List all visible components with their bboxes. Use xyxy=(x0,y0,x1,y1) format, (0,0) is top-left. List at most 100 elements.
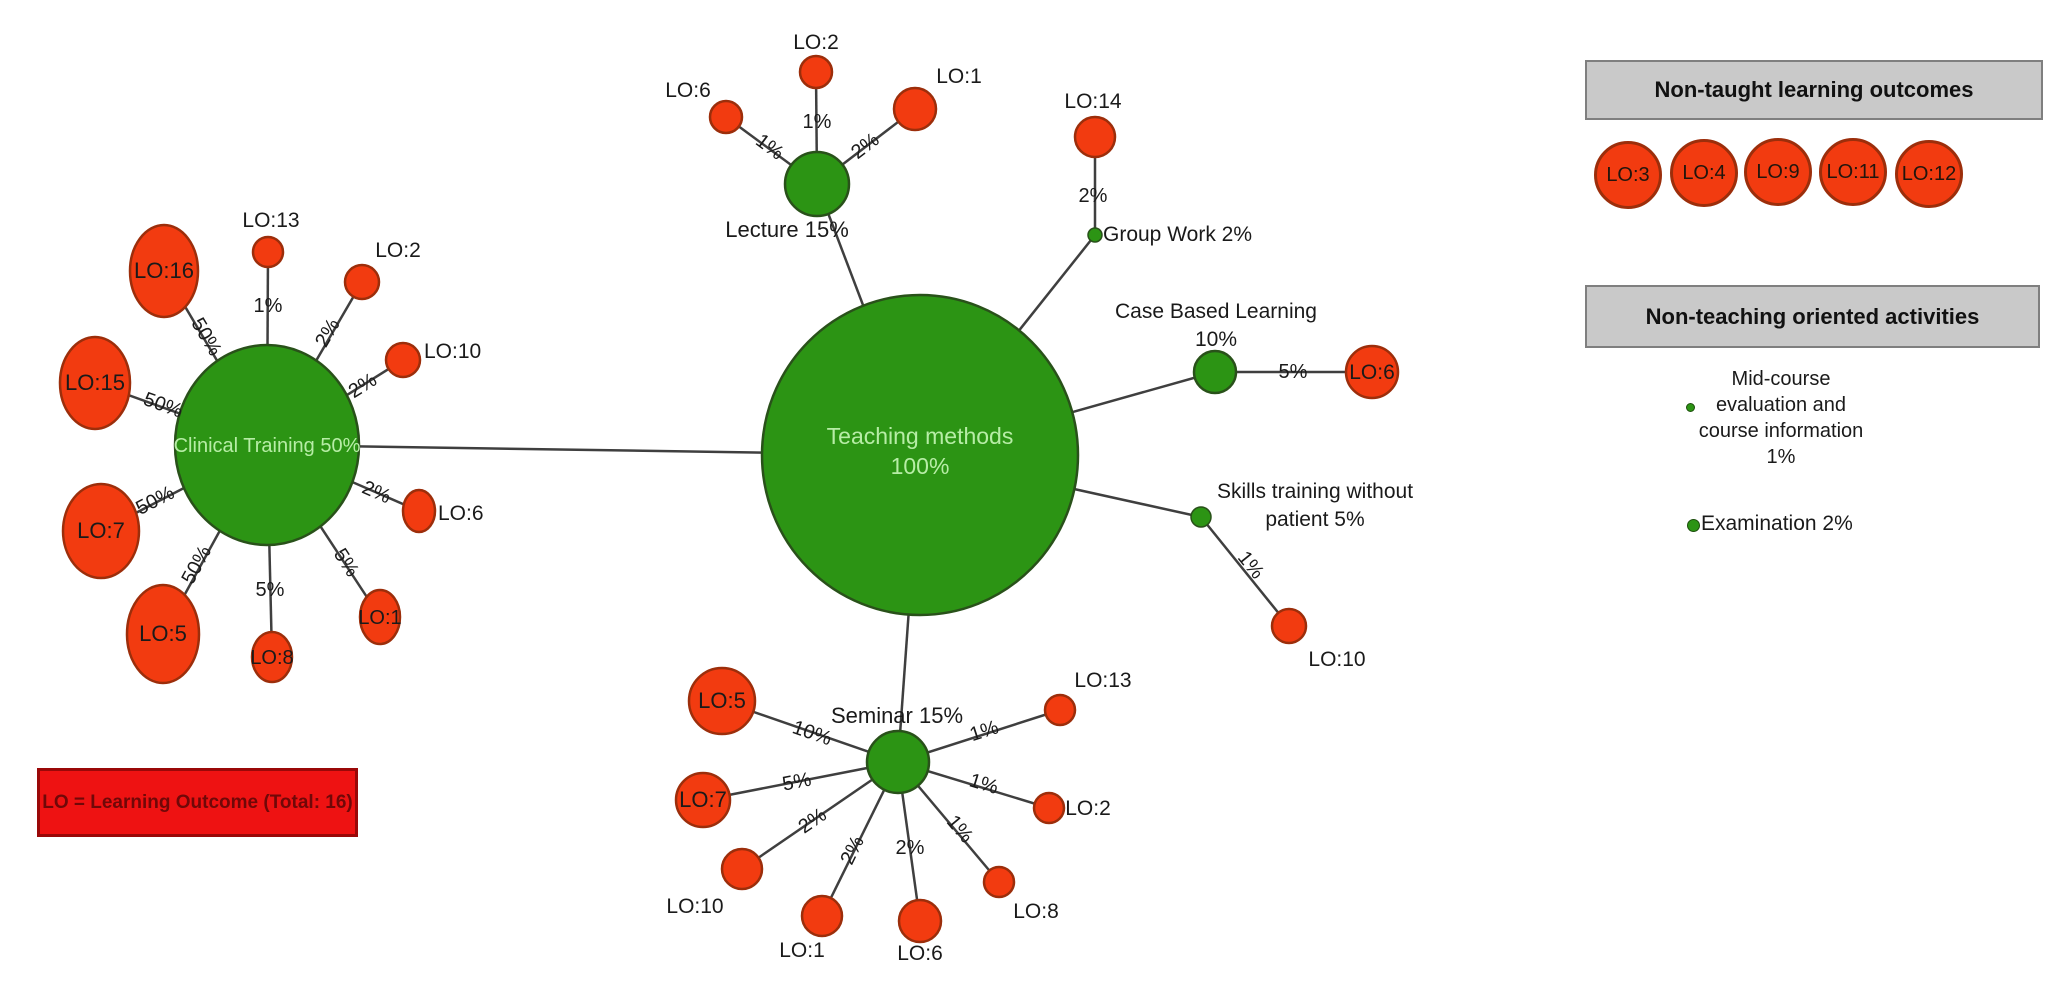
lecture-lo2-edge-label: 1% xyxy=(803,111,832,133)
lo-3-label: LO:3 xyxy=(1606,163,1650,186)
non-taught-header: Non-taught learning outcomes xyxy=(1585,60,2043,120)
seminar-lo8-edge-label: 1% xyxy=(942,811,978,847)
sem-lo10-label: LO:10 xyxy=(666,895,723,918)
sem-lo1-node xyxy=(800,894,844,938)
sem-lo5-label: LO:5 xyxy=(698,688,746,713)
mid-course-dot xyxy=(1686,403,1695,412)
lec-lo1-label: LO:1 xyxy=(936,65,982,88)
seminar-lo1-edge-label: 2% xyxy=(836,832,869,868)
clinical-training-node xyxy=(173,343,361,547)
ct-lo15-node xyxy=(58,335,132,431)
clinical-lo10-edge-label: 2% xyxy=(345,369,381,403)
ct-lo5-label: LO:5 xyxy=(139,621,187,646)
lec-lo6-label: LO:6 xyxy=(665,79,711,102)
mid-course-label: Mid-course evaluation and course informa… xyxy=(1661,366,1901,470)
clinical-lo13-edge-label: 1% xyxy=(254,295,283,317)
sem-lo10-node xyxy=(720,847,764,891)
lecture-lo1-edge-label: 2% xyxy=(847,129,883,164)
gw-lo14-node xyxy=(1073,115,1117,159)
legend-box: LO = Learning Outcome (Total: 16) xyxy=(37,768,358,837)
examination-dot xyxy=(1687,519,1700,532)
ct-lo16-node xyxy=(128,223,200,319)
sem-lo2-label: LO:2 xyxy=(1065,797,1111,820)
lec-lo6-node xyxy=(708,99,744,135)
sem-lo13-label: LO:13 xyxy=(1074,669,1131,692)
seminar-lo5-edge-label: 10% xyxy=(789,716,834,750)
clinical-lo16-edge-label: 50% xyxy=(187,314,226,360)
lo-12-label: LO:12 xyxy=(1901,162,1957,185)
cbl-lo6-label: LO:6 xyxy=(1349,361,1395,384)
groupwork-lo14-edge-label: 2% xyxy=(1079,185,1108,207)
seminar-lo2-edge-label: 1% xyxy=(967,770,1001,800)
mid-course-line-2: evaluation and xyxy=(1715,394,1847,416)
ct-lo1-node xyxy=(358,588,402,646)
clinical-lo15-edge-label: 50% xyxy=(140,388,185,422)
lo-9-label: LO:9 xyxy=(1756,160,1800,183)
sem-lo13-node xyxy=(1043,693,1077,727)
mid-course-line-1: Mid-course xyxy=(1731,368,1831,390)
sem-lo7-node xyxy=(674,771,732,829)
sem-lo7-label: LO:7 xyxy=(679,787,727,812)
lo-4-label: LO:4 xyxy=(1682,161,1726,184)
lo-11-label: LO:11 xyxy=(1826,160,1880,183)
cbl-lo6-edge-label: 5% xyxy=(1279,361,1308,383)
sem-lo6-node xyxy=(897,898,943,944)
lec-lo2-label: LO:2 xyxy=(793,31,839,54)
lec-lo2-node xyxy=(798,54,834,90)
clinical-lo8-edge-label: 5% xyxy=(256,579,285,601)
non-taught-lo-9: LO:9 xyxy=(1744,138,1812,206)
ct-lo8-label: LO:8 xyxy=(250,647,293,669)
sem-lo8-node xyxy=(982,865,1016,899)
ct-lo2-label: LO:2 xyxy=(375,239,421,262)
ct-lo16-label: LO:16 xyxy=(134,258,194,283)
ct-lo6-label: LO:6 xyxy=(438,502,484,525)
non-taught-header-label: Non-taught learning outcomes xyxy=(1654,77,1974,102)
ct-lo7-node xyxy=(61,482,141,580)
non-taught-lo-3: LO:3 xyxy=(1594,141,1662,209)
non-taught-lo-11: LO:11 xyxy=(1819,138,1887,206)
ct-lo8-node xyxy=(250,630,294,684)
st-lo10-label: LO:10 xyxy=(1308,648,1365,671)
group-work-label: Group Work 2% xyxy=(1103,223,1252,246)
skills-training-label-1: Skills training without xyxy=(1217,480,1413,503)
ct-lo10-node xyxy=(384,341,422,379)
mid-course-line-4: 1% xyxy=(1766,446,1796,468)
ct-lo13-label: LO:13 xyxy=(242,209,299,232)
ct-lo1-label: LO:1 xyxy=(358,607,401,629)
skills-lo10-edge xyxy=(1200,516,1290,627)
skills-lo10-edge-label: 1% xyxy=(1233,547,1268,583)
group-work-node xyxy=(1087,227,1103,243)
teaching-methods-label-1: Teaching methods xyxy=(827,423,1014,449)
seminar-lo10-edge-label: 2% xyxy=(794,804,830,839)
seminar-lo7-edge xyxy=(702,760,899,802)
seminar-node xyxy=(865,729,931,795)
seminar-label: Seminar 15% xyxy=(831,703,963,728)
seminar-lo7-edge-label: 5% xyxy=(781,769,814,796)
st-lo10-node xyxy=(1270,607,1308,645)
examination-label: Examination 2% xyxy=(1701,512,1853,535)
non-teaching-header: Non-teaching oriented activities xyxy=(1585,285,2040,348)
teaching-methods-label-2: 100% xyxy=(891,453,950,479)
gw-lo14-label: LO:14 xyxy=(1064,90,1122,113)
clinical-lo7-edge-label: 50% xyxy=(132,482,178,520)
lec-lo1-node xyxy=(892,86,938,132)
clinical-training-label: Clinical Training 50% xyxy=(174,435,361,457)
ct-lo7-label: LO:7 xyxy=(77,518,125,543)
seminar-lo13-edge-label: 1% xyxy=(967,716,1001,746)
sem-lo5-node xyxy=(687,666,757,736)
sem-lo2-node xyxy=(1032,791,1066,825)
legend-text: LO = Learning Outcome (Total: 16) xyxy=(42,791,353,813)
ct-lo13-node xyxy=(251,235,285,269)
skills-training-label-2: patient 5% xyxy=(1265,508,1364,531)
ct-lo2-node xyxy=(343,263,381,301)
clinical-lo1-edge-label: 5% xyxy=(329,545,363,581)
non-taught-lo-4: LO:4 xyxy=(1670,139,1738,207)
case-based-learning-label-1: Case Based Learning xyxy=(1115,300,1317,323)
case-based-learning-node xyxy=(1192,349,1238,395)
ct-lo10-label: LO:10 xyxy=(424,340,481,363)
sem-lo6-label: LO:6 xyxy=(897,942,943,965)
sem-lo8-label: LO:8 xyxy=(1013,900,1059,923)
seminar-lo6-edge-label: 2% xyxy=(896,837,925,859)
